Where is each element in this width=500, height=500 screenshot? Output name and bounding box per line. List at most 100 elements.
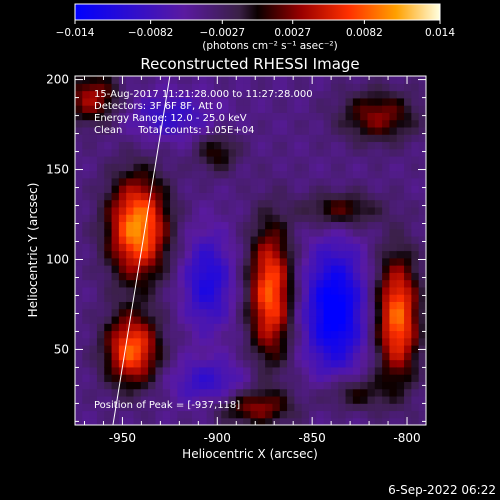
- heatmap-cell: [345, 286, 354, 295]
- heatmap-cell: [206, 90, 215, 99]
- heatmap-cell: [199, 192, 208, 201]
- heatmap-cell: [235, 403, 244, 412]
- heatmap-cell: [272, 134, 281, 143]
- heatmap-cell: [382, 403, 391, 412]
- heatmap-cell: [279, 163, 288, 172]
- heatmap-cell: [382, 395, 391, 404]
- heatmap-cell: [184, 417, 193, 425]
- heatmap-cell: [396, 345, 405, 353]
- heatmap-cell: [374, 345, 383, 353]
- heatmap-cell: [206, 199, 215, 208]
- heatmap-cell: [192, 170, 200, 179]
- heatmap-cell: [374, 337, 383, 346]
- heatmap-cell: [243, 163, 252, 172]
- heatmap-cell: [184, 221, 193, 230]
- heatmap-cell: [411, 119, 420, 128]
- heatmap-cell: [170, 148, 178, 157]
- heatmap-cell: [411, 97, 420, 106]
- heatmap-cell: [265, 141, 274, 150]
- heatmap-cell: [257, 352, 266, 361]
- heatmap-cell: [118, 170, 127, 179]
- heatmap-cell: [309, 163, 317, 172]
- heatmap-cell: [96, 243, 105, 252]
- heatmap-cell: [309, 352, 317, 361]
- heatmap-cell: [140, 90, 149, 99]
- heatmap-cell: [170, 294, 178, 302]
- heatmap-cell: [287, 235, 295, 244]
- heatmap-cell: [345, 337, 354, 346]
- heatmap-cell: [389, 359, 398, 368]
- heatmap-cell: [199, 199, 208, 208]
- heatmap-cell: [243, 301, 252, 310]
- heatmap-cell: [367, 250, 376, 259]
- heatmap-cell: [301, 228, 310, 237]
- heatmap-cell: [418, 388, 426, 397]
- heatmap-cell: [228, 272, 237, 281]
- heatmap-cell: [133, 177, 142, 186]
- heatmap-cell: [272, 126, 281, 135]
- heatmap-cell: [345, 374, 354, 382]
- heatmap-cell: [404, 272, 412, 281]
- heatmap-cell: [111, 148, 120, 157]
- colorbar-tick-label: 0.0082: [346, 27, 383, 39]
- heatmap-cell: [389, 388, 398, 397]
- heatmap-cell: [352, 374, 361, 382]
- heatmap-cell: [235, 177, 244, 186]
- heatmap-cell: [287, 286, 295, 295]
- heatmap-cell: [279, 250, 288, 259]
- heatmap-cell: [118, 243, 127, 252]
- heatmap-cell: [367, 308, 376, 317]
- heatmap-cell: [411, 272, 420, 281]
- heatmap-cell: [82, 126, 91, 135]
- heatmap-cell: [382, 265, 391, 273]
- heatmap-cell: [184, 134, 193, 143]
- heatmap-cell: [243, 206, 252, 215]
- heatmap-cell: [316, 345, 325, 353]
- heatmap-cell: [382, 366, 391, 375]
- heatmap-cell: [140, 345, 149, 353]
- heatmap-cell: [89, 199, 98, 208]
- heatmap-cell: [221, 83, 230, 92]
- heatmap-cell: [374, 148, 383, 157]
- heatmap-cell: [323, 388, 332, 397]
- heatmap-cell: [345, 315, 354, 324]
- heatmap-cell: [309, 192, 317, 201]
- heatmap-cell: [221, 126, 230, 135]
- heatmap-cell: [338, 294, 347, 302]
- heatmap-cell: [235, 410, 244, 419]
- heatmap-cell: [418, 105, 426, 113]
- heatmap-cell: [104, 112, 113, 121]
- heatmap-cell: [192, 265, 200, 273]
- heatmap-cell: [82, 410, 91, 419]
- heatmap-cell: [235, 134, 244, 143]
- heatmap-cell: [272, 410, 281, 419]
- heatmap-cell: [418, 83, 426, 92]
- heatmap-cell: [279, 105, 288, 113]
- heatmap-cell: [89, 119, 98, 128]
- heatmap-cell: [126, 352, 135, 361]
- heatmap-cell: [82, 388, 91, 397]
- heatmap-cell: [279, 374, 288, 382]
- heatmap-cell: [345, 192, 354, 201]
- heatmap-cell: [265, 192, 274, 201]
- heatmap-cell: [301, 395, 310, 404]
- heatmap-cell: [374, 76, 383, 84]
- heatmap-cell: [338, 323, 347, 332]
- heatmap-cell: [235, 315, 244, 324]
- heatmap-cell: [265, 330, 274, 339]
- heatmap-cell: [389, 126, 398, 135]
- heatmap-cell: [199, 403, 208, 412]
- heatmap-cell: [104, 308, 113, 317]
- heatmap-cell: [338, 185, 347, 193]
- heatmap-cell: [338, 330, 347, 339]
- heatmap-cell: [118, 286, 127, 295]
- heatmap-cell: [75, 206, 83, 215]
- heatmap-cell: [96, 228, 105, 237]
- heatmap-cell: [221, 112, 230, 121]
- heatmap-cell: [177, 395, 186, 404]
- heatmap-cell: [235, 199, 244, 208]
- heatmap-cell: [345, 112, 354, 121]
- heatmap-cell: [162, 83, 171, 92]
- heatmap-cell: [250, 155, 259, 164]
- heatmap-cell: [279, 148, 288, 157]
